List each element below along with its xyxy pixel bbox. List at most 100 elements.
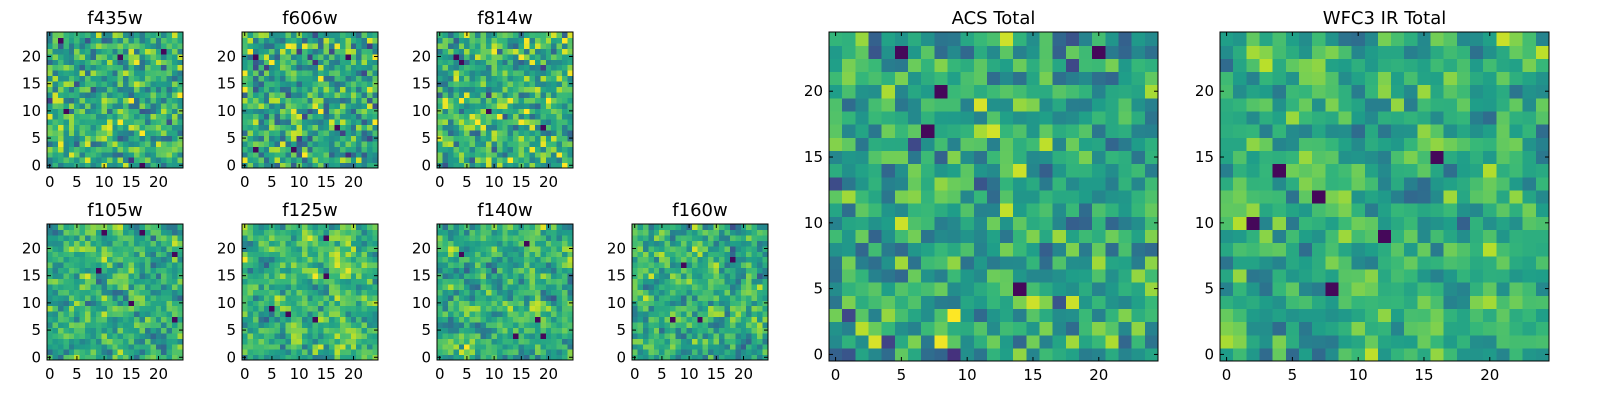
heatmap-cell (47, 283, 54, 290)
heatmap-cell (106, 146, 113, 153)
heatmap-cell (350, 321, 357, 328)
heatmap-cell (144, 80, 151, 87)
heatmap-cell (491, 91, 498, 98)
heatmap-cell (437, 48, 444, 55)
heatmap-cell (545, 234, 552, 241)
heatmap-cell (485, 140, 492, 147)
heatmap-cell (95, 343, 102, 350)
heatmap-cell (85, 251, 92, 258)
heatmap-cell (545, 311, 552, 318)
heatmap-cell (247, 70, 254, 77)
heatmap-cell (637, 316, 644, 323)
heatmap-cell (329, 102, 336, 109)
heatmap-cell (177, 124, 184, 131)
heatmap-cell (74, 135, 81, 142)
heatmap-cell (150, 338, 157, 345)
heatmap-cell (524, 343, 531, 350)
heatmap-cell (242, 289, 249, 296)
heatmap-cell (567, 349, 574, 356)
heatmap-cell (172, 321, 179, 328)
y-tick-label: 10 (607, 294, 626, 312)
heatmap-cell (350, 37, 357, 44)
heatmap-cell (280, 151, 287, 158)
heatmap-cell (632, 240, 639, 247)
heatmap-cell (664, 256, 671, 263)
heatmap-cell (150, 140, 157, 147)
heatmap-cell (567, 86, 574, 93)
heatmap-cell (442, 349, 449, 356)
heatmap-cell (323, 108, 330, 115)
heatmap-cell (361, 146, 368, 153)
heatmap-cell (556, 129, 563, 136)
heatmap-cell (637, 311, 644, 318)
heatmap-cell (502, 75, 509, 82)
heatmap-cell (453, 102, 460, 109)
heatmap-cell (161, 59, 168, 66)
heatmap-cell (290, 80, 297, 87)
heatmap-cell (106, 157, 113, 164)
heatmap-cell (729, 338, 736, 345)
heatmap-cell (134, 234, 141, 241)
heatmap-cell (301, 338, 308, 345)
heatmap-cell (101, 140, 108, 147)
heatmap-cell (334, 272, 341, 279)
heatmap-cell (68, 48, 75, 55)
heatmap-cell (475, 48, 482, 55)
heatmap-cell (653, 224, 660, 231)
heatmap-cell (307, 86, 314, 93)
heatmap-cell (85, 53, 92, 60)
heatmap-cell (921, 176, 935, 191)
heatmap-cell (128, 91, 135, 98)
heatmap-cell (518, 59, 525, 66)
heatmap-cell (973, 321, 988, 336)
heatmap-cell (372, 75, 379, 82)
heatmap-cell (361, 321, 368, 328)
heatmap-cell (280, 300, 287, 307)
heatmap-cell (437, 278, 444, 285)
x-tick-label: 20 (734, 365, 753, 383)
heatmap-cell (1105, 282, 1120, 296)
heatmap-cell (155, 332, 162, 339)
heatmap-cell (524, 272, 531, 279)
heatmap-cell (329, 354, 336, 361)
heatmap-cell (686, 321, 693, 328)
heatmap-cell (529, 283, 536, 290)
heatmap-cell (339, 343, 346, 350)
heatmap-cell (269, 338, 276, 345)
heatmap-cell (729, 305, 736, 312)
heatmap-cell (464, 86, 471, 93)
heatmap-cell (57, 102, 64, 109)
heatmap-cell (567, 37, 574, 44)
heatmap-cell (735, 354, 742, 361)
heatmap-cell (74, 267, 81, 274)
heatmap-cell (545, 59, 552, 66)
heatmap-cell (85, 140, 92, 147)
heatmap-cell (334, 283, 341, 290)
heatmap-cell (361, 272, 368, 279)
heatmap-cell (562, 124, 569, 131)
heatmap-cell (350, 80, 357, 87)
heatmap-cell (128, 278, 135, 285)
heatmap-cell (329, 135, 336, 142)
heatmap-cell (112, 289, 119, 296)
heatmap-cell (829, 163, 843, 178)
heatmap-cell (74, 349, 81, 356)
heatmap-cell (339, 240, 346, 247)
heatmap-cell (724, 289, 731, 296)
heatmap-cell (334, 80, 341, 87)
heatmap-cell (746, 283, 753, 290)
heatmap-cell (296, 272, 303, 279)
heatmap-cell (540, 91, 547, 98)
heatmap-cell (356, 119, 363, 126)
heatmap-cell (491, 113, 498, 120)
heatmap-cell (562, 262, 569, 269)
heatmap-cell (894, 347, 909, 362)
heatmap-cell (691, 349, 698, 356)
heatmap-cell (128, 267, 135, 274)
heatmap-cell (442, 59, 449, 66)
heatmap-cell (442, 321, 449, 328)
heatmap-cell (524, 289, 531, 296)
heatmap-cell (1039, 216, 1054, 230)
heatmap-cell (740, 343, 747, 350)
heatmap-cell (719, 240, 726, 247)
